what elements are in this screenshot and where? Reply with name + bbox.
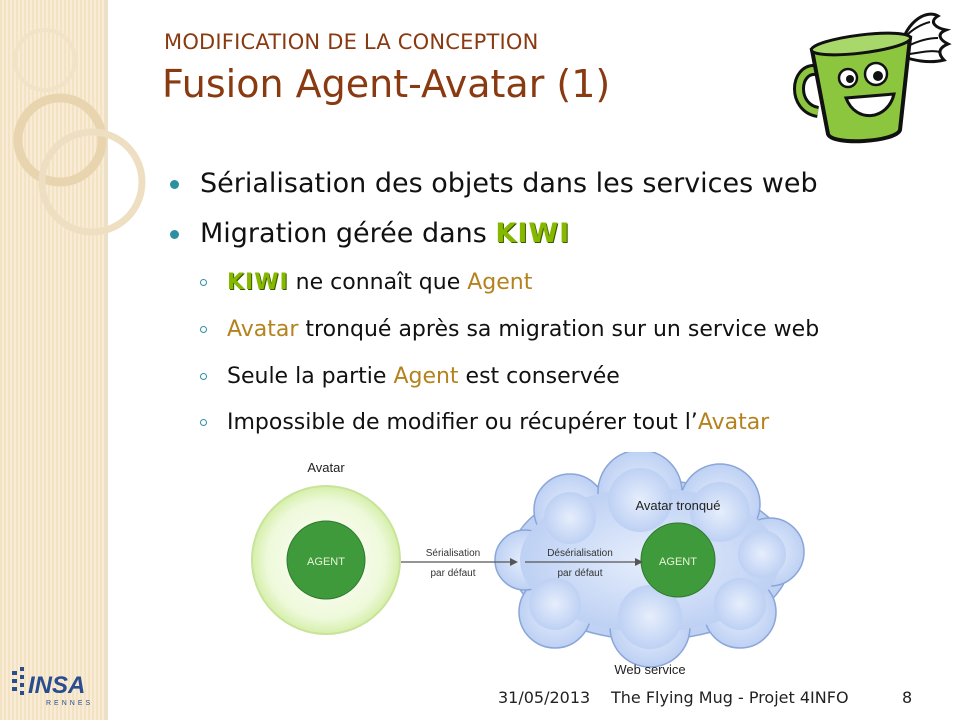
agent-circle-left <box>286 520 366 600</box>
deserialisation-label-1: Désérialisation <box>547 548 613 559</box>
decorative-circles-icon <box>13 28 146 236</box>
left-avatar-label: Avatar <box>307 460 345 475</box>
strip-edge <box>104 0 108 720</box>
agent-term: Agent <box>393 364 459 389</box>
agent-label-right: AGENT <box>659 556 697 568</box>
bullet-dot-icon <box>170 230 179 239</box>
footer-date: 31/05/2013 <box>498 688 591 707</box>
kiwi-label: KIWI <box>227 270 289 295</box>
bullet-dot-icon <box>170 180 179 189</box>
sub-bullet-lead: Seule la partie <box>227 364 394 389</box>
avatar-tronque-label: Avatar tronqué <box>635 498 720 513</box>
bullet-ring-icon <box>200 419 207 426</box>
insa-logo-text: INSA <box>28 672 85 699</box>
agent-term: Agent <box>467 270 533 295</box>
bullet-ring-icon <box>200 279 207 286</box>
decorative-left-strip <box>0 0 104 720</box>
footer-page-number: 8 <box>902 688 913 707</box>
footer-project: The Flying Mug - Projet 4INFO <box>611 688 849 707</box>
web-service-label: Web service <box>614 662 685 677</box>
bullet-text: Sérialisation des objets dans les servic… <box>200 168 818 199</box>
arrow-head-icon <box>510 558 518 566</box>
flying-mug-icon <box>793 12 952 144</box>
sub-bullet-mid: ne connaît que <box>288 270 468 295</box>
sub-bullet-text: Seule la partie Agent est conservée <box>227 364 620 389</box>
sub-bullet-rest: est conservée <box>458 364 620 389</box>
avatar-term: Avatar <box>697 410 770 435</box>
agent-circle-right <box>640 522 716 598</box>
sub-bullet-text: Avatar tronqué après sa migration sur un… <box>227 317 819 342</box>
arrow-head-icon <box>635 558 643 566</box>
sub-bullet-rest: tronqué après sa migration sur un servic… <box>298 317 820 342</box>
bullet-text: Migration gérée dans KIWI <box>200 218 570 249</box>
bullet-ring-icon <box>200 326 207 333</box>
serialisation-label-1: Sérialisation <box>426 548 480 559</box>
bullet-ring-icon <box>200 373 207 380</box>
section-label: MODIFICATION DE LA CONCEPTION <box>164 30 539 54</box>
insa-logo-icon: INSA RENNES <box>12 667 93 707</box>
serialisation-label-2: par défaut <box>430 568 475 579</box>
agent-label-left: AGENT <box>307 556 345 568</box>
insa-logo-subtext: RENNES <box>46 700 93 707</box>
sub-bullet-lead: Impossible de modifier ou récupérer tout… <box>227 410 698 435</box>
agent-avatar-diagram: Avatar AGENT Avatar tronqué AGENT <box>251 452 805 677</box>
sub-bullet-text: Impossible de modifier ou récupérer tout… <box>227 410 769 435</box>
deserialisation-label-2: par défaut <box>557 568 602 579</box>
sub-bullet-text: KIWI ne connaît que Agent <box>227 270 532 295</box>
avatar-term: Avatar <box>227 317 299 342</box>
bullet-prefix: Migration gérée dans <box>200 218 496 249</box>
slide-title: Fusion Agent-Avatar (1) <box>162 62 611 106</box>
kiwi-label: KIWI <box>495 218 571 249</box>
